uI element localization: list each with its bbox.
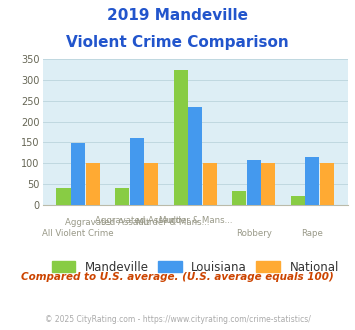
Text: Robbery: Robbery	[236, 229, 272, 238]
Bar	[71, 143, 85, 205]
Bar	[188, 107, 202, 205]
Text: https://www.cityrating.com/crime-statistics/: https://www.cityrating.com/crime-statist…	[0, 329, 1, 330]
Bar	[203, 163, 217, 205]
Text: All Violent Crime: All Violent Crime	[42, 229, 114, 238]
Text: Aggravated Assault: Aggravated Assault	[65, 218, 150, 227]
Bar	[320, 163, 334, 205]
Bar	[247, 160, 261, 205]
Bar	[174, 70, 188, 205]
Text: 2019 Mandeville: 2019 Mandeville	[107, 8, 248, 23]
Bar	[86, 163, 100, 205]
Text: Rape: Rape	[301, 229, 323, 238]
Text: © 2025 CityRating.com - https://www.cityrating.com/crime-statistics/: © 2025 CityRating.com - https://www.city…	[45, 315, 310, 324]
Bar	[305, 157, 320, 205]
Bar	[115, 188, 129, 205]
Text: Aggravated Assault: Aggravated Assault	[94, 216, 179, 225]
Legend: Mandeville, Louisiana, National: Mandeville, Louisiana, National	[48, 257, 342, 277]
Bar	[232, 191, 246, 205]
Bar	[261, 163, 275, 205]
Bar	[56, 188, 71, 205]
Text: © 2025 CityRating.com -: © 2025 CityRating.com -	[0, 329, 1, 330]
Text: Violent Crime Comparison: Violent Crime Comparison	[66, 35, 289, 50]
Text: Murder & Mans...: Murder & Mans...	[136, 218, 209, 227]
Text: Murder & Mans...: Murder & Mans...	[158, 216, 232, 225]
Bar	[130, 138, 144, 205]
Bar	[144, 163, 158, 205]
Text: Compared to U.S. average. (U.S. average equals 100): Compared to U.S. average. (U.S. average …	[21, 272, 334, 282]
Bar	[291, 196, 305, 205]
